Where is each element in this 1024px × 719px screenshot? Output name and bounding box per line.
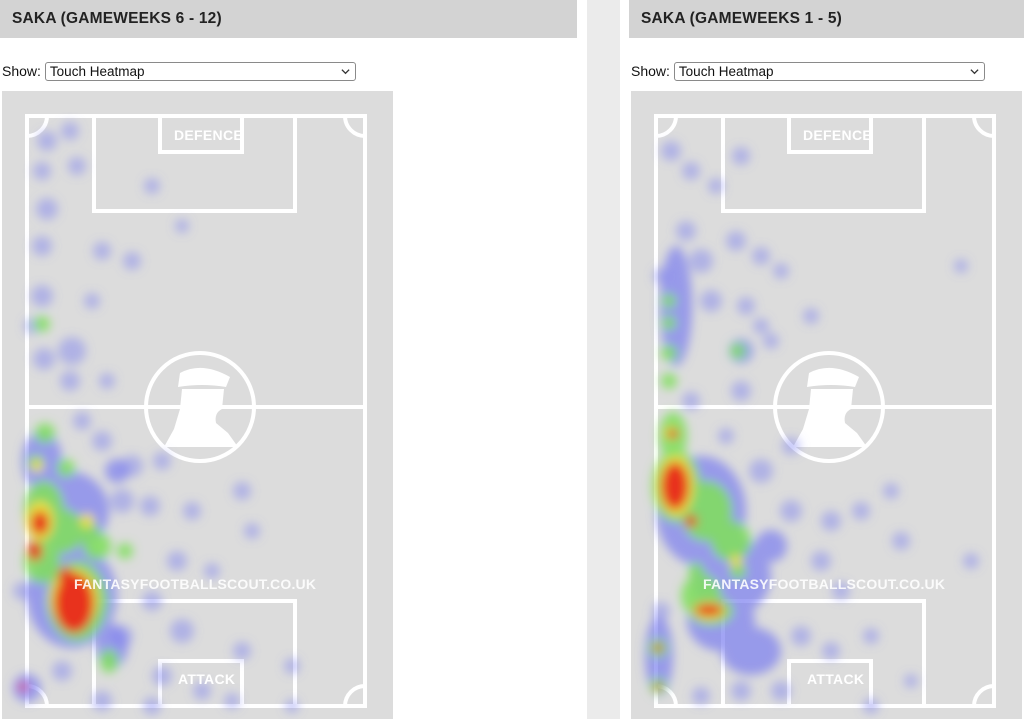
show-row: Show: Touch Heatmap (631, 60, 985, 82)
panel-title: SAKA (GAMEWEEKS 1 - 5) (629, 0, 1024, 38)
defence-label: DEFENCE (174, 127, 243, 143)
pitch: DEFENCE ATTACK FANTASYFOOTBALLSCOUT.CO.U… (631, 91, 1022, 719)
touch-heatmap (645, 141, 979, 714)
show-select[interactable]: Touch Heatmap (673, 61, 985, 81)
attack-label: ATTACK (807, 671, 865, 687)
heatmap-panel-gw1-5: SAKA (GAMEWEEKS 1 - 5) Show: Touch Heatm… (629, 0, 1024, 719)
pitch: DEFENCE ATTACK FANTASYFOOTBALLSCOUT.CO.U… (2, 91, 393, 719)
show-select-value: Touch Heatmap (49, 63, 145, 79)
chevron-down-icon (970, 68, 979, 74)
defence-label: DEFENCE (803, 127, 872, 143)
panel-gutter (587, 0, 620, 719)
show-label: Show: (2, 63, 41, 79)
pitch-graphic (645, 114, 996, 714)
watermark: FANTASYFOOTBALLSCOUT.CO.UK (74, 576, 317, 592)
show-select-value: Touch Heatmap (678, 63, 774, 79)
scout-logo-icon (164, 367, 238, 447)
touch-heatmap (13, 122, 300, 715)
show-label: Show: (631, 63, 670, 79)
scout-logo-icon (793, 367, 867, 447)
attack-label: ATTACK (178, 671, 236, 687)
pitch-graphic (13, 114, 367, 715)
show-row: Show: Touch Heatmap (2, 60, 356, 82)
panel-title: SAKA (GAMEWEEKS 6 - 12) (0, 0, 577, 38)
heatmap-panel-gw6-12: SAKA (GAMEWEEKS 6 - 12) Show: Touch Heat… (0, 0, 577, 719)
watermark: FANTASYFOOTBALLSCOUT.CO.UK (703, 576, 946, 592)
show-select[interactable]: Touch Heatmap (44, 61, 356, 81)
chevron-down-icon (341, 68, 350, 74)
